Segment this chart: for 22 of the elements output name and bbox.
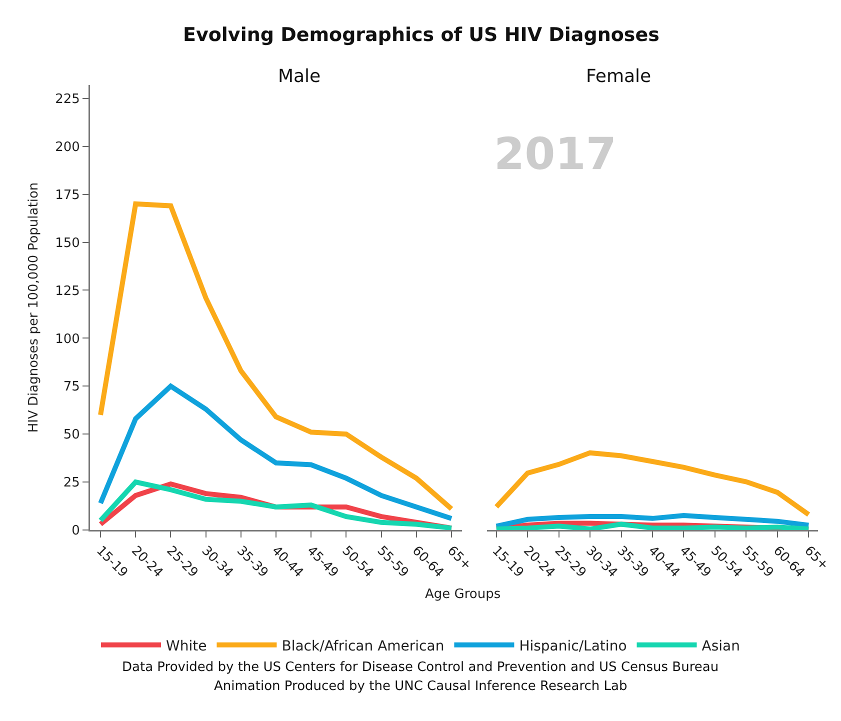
chart-title: Female [586,66,652,87]
chart-subtitle: Male [278,66,321,87]
y-axis-title: HIV Diagnoses per 100,000 Population [26,182,42,433]
y-tick-label: 225 [55,92,80,107]
x-axis-title: Age Groups [425,587,501,602]
y-tick-label: 0 [72,524,80,539]
legend-label: White [166,638,207,654]
text: Data Provided by the US Centers for Disease Control and Prevention and US Census Bureau [122,660,719,675]
y-tick-label: 50 [63,428,80,443]
y-tick-label: 25 [63,476,80,491]
x-tick-label: 65+ [444,543,474,574]
y-tick-label: 200 [55,140,80,155]
legend-label: Asian [702,638,740,654]
legend-label: Black/African American [282,638,444,654]
y-tick-label: 175 [55,188,80,203]
legend-label: Hispanic/Latino [519,638,627,654]
y-tick-label: 100 [55,332,80,347]
y-tick-label: 75 [63,380,80,395]
text: Animation Produced by the UNC Causal Inference Research Lab [214,679,628,694]
y-tick-label: 125 [55,284,80,299]
chart-title: Evolving Demographics of US HIV Diagnoses [183,24,660,46]
y-tick-label: 150 [55,236,80,251]
